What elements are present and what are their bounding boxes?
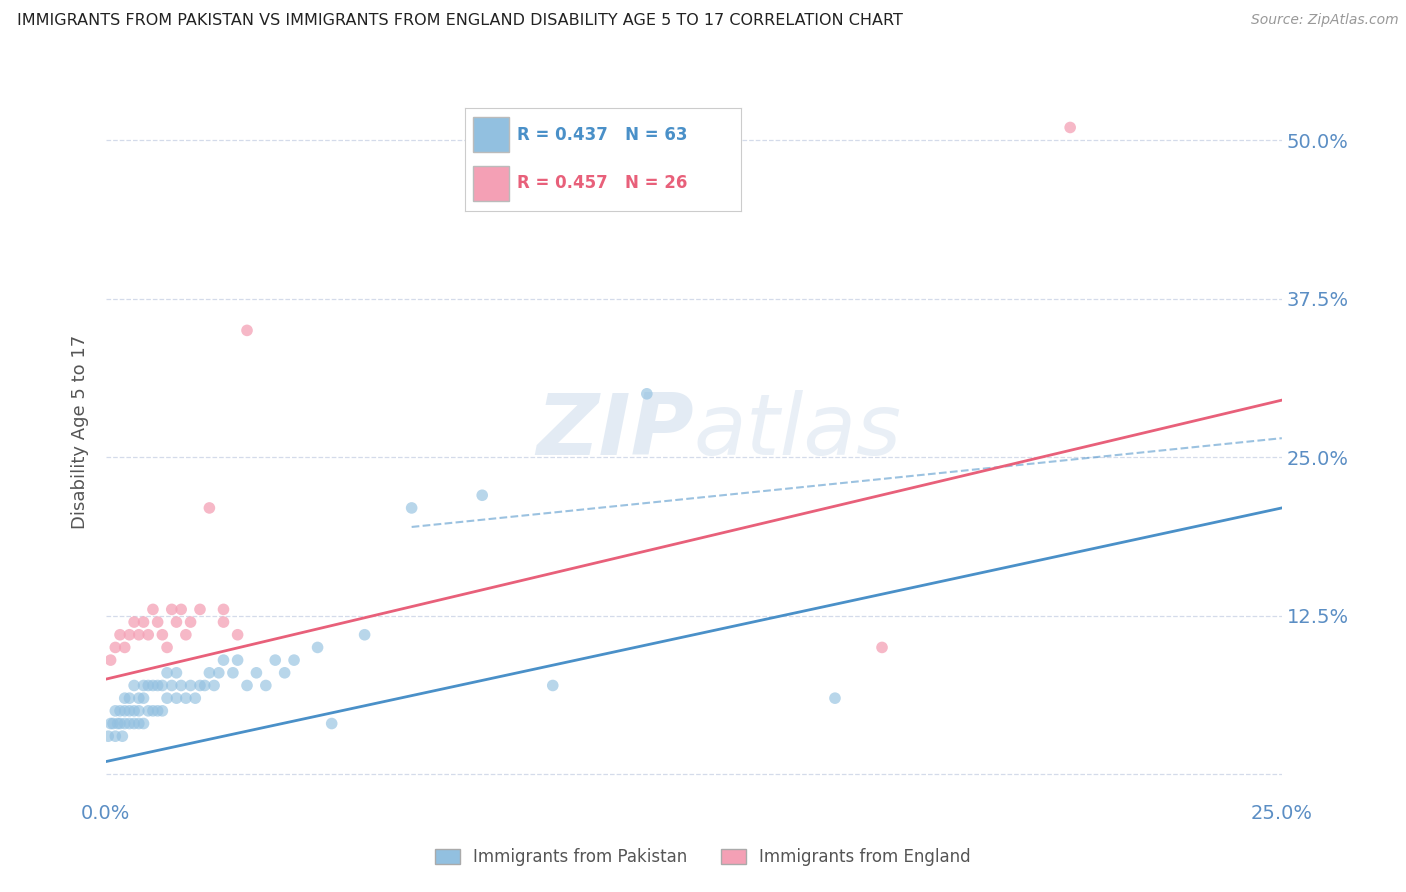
Point [236,323,259,337]
Point [156,640,179,655]
Point [254,678,277,692]
Point [111,729,134,743]
Point [97,729,120,743]
Point [132,615,155,629]
Point [118,628,141,642]
Point [264,653,287,667]
Point [273,665,295,680]
Point [212,653,235,667]
Point [1059,120,1081,135]
Point [128,704,150,718]
Point [226,628,249,642]
Point [188,602,211,616]
Point [150,628,173,642]
Point [132,691,155,706]
Point [100,653,122,667]
Point [166,691,188,706]
Point [104,640,127,655]
Point [104,704,127,718]
Point [174,691,197,706]
Point [128,716,150,731]
Point [156,691,179,706]
Point [118,691,141,706]
Point [136,628,159,642]
Point [122,678,145,692]
Point [136,678,159,692]
Point [208,665,231,680]
Point [118,716,141,731]
Point [108,716,131,731]
Point [194,678,217,692]
Point [180,678,202,692]
Point [107,716,129,731]
Text: atlas: atlas [695,391,901,474]
Point [321,716,343,731]
Point [122,615,145,629]
Point [160,602,183,616]
Point [132,678,155,692]
Point [870,640,893,655]
Point [188,678,211,692]
Point [142,704,165,718]
Point [114,704,136,718]
Point [156,665,179,680]
Point [198,665,221,680]
Point [166,665,188,680]
Y-axis label: Disability Age 5 to 17: Disability Age 5 to 17 [72,334,89,529]
Point [226,653,249,667]
Point [114,691,136,706]
Point [160,678,183,692]
Point [198,500,221,515]
Point [283,653,305,667]
Point [307,640,329,655]
Point [170,678,193,692]
Point [222,665,245,680]
Point [128,628,150,642]
Point [401,500,423,515]
Point [174,628,197,642]
Point [108,704,131,718]
Point [104,729,127,743]
Point [122,716,145,731]
Point [108,628,131,642]
Point [166,615,188,629]
Point [146,704,169,718]
Point [212,615,235,629]
Point [212,602,235,616]
Point [136,704,159,718]
Point [150,704,173,718]
Point [114,716,136,731]
Point [541,678,564,692]
Point [114,640,136,655]
Point [636,386,658,401]
Point [128,691,150,706]
Point [353,628,375,642]
Point [142,678,165,692]
Point [101,716,124,731]
Point [150,678,173,692]
Point [118,704,141,718]
Point [180,615,202,629]
Text: ZIP: ZIP [536,391,695,474]
Point [142,602,165,616]
Point [245,665,267,680]
Point [184,691,207,706]
Point [236,678,259,692]
Text: IMMIGRANTS FROM PAKISTAN VS IMMIGRANTS FROM ENGLAND DISABILITY AGE 5 TO 17 CORRE: IMMIGRANTS FROM PAKISTAN VS IMMIGRANTS F… [17,13,903,29]
Point [146,678,169,692]
Point [170,602,193,616]
Point [202,678,225,692]
Point [471,488,494,502]
Point [100,716,122,731]
Point [122,704,145,718]
Legend: Immigrants from Pakistan, Immigrants from England: Immigrants from Pakistan, Immigrants fro… [427,840,979,875]
Point [824,691,846,706]
Point [132,716,155,731]
Point [146,615,169,629]
Text: Source: ZipAtlas.com: Source: ZipAtlas.com [1251,13,1399,28]
